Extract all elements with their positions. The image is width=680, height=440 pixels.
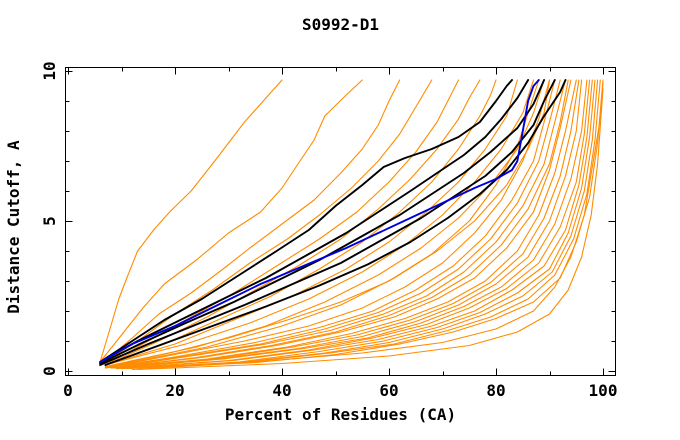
series-line-blue xyxy=(99,79,540,363)
series-line-orange xyxy=(104,79,497,366)
series-line-orange xyxy=(104,79,540,368)
series-line-orange xyxy=(99,79,401,366)
series-line-black xyxy=(99,79,513,363)
series-line-orange xyxy=(120,79,601,370)
series-line-black xyxy=(104,79,567,366)
series-line-orange xyxy=(110,79,567,369)
series-line-orange xyxy=(110,79,580,369)
series-line-orange xyxy=(137,88,604,371)
series-line-orange xyxy=(115,79,588,369)
series-line-orange xyxy=(110,79,577,369)
x-tick-label: 60 xyxy=(379,381,398,400)
series-line-orange xyxy=(110,79,551,368)
series-line-orange xyxy=(104,79,460,366)
x-tick-label: 100 xyxy=(589,381,618,400)
series-line-orange xyxy=(104,79,561,369)
x-tick-label: 80 xyxy=(486,381,505,400)
series-line-orange xyxy=(131,82,604,371)
chart-title: S0992-D1 xyxy=(301,15,380,34)
series-line-black xyxy=(99,79,556,366)
x-axis-label: Percent of Residues (CA) xyxy=(224,405,457,424)
series-line-orange xyxy=(115,79,583,369)
series-line-black xyxy=(99,79,546,365)
series-line-black xyxy=(99,79,530,363)
x-tick-label: 20 xyxy=(165,381,184,400)
series-line-orange xyxy=(110,79,569,369)
series-line-orange xyxy=(104,79,551,369)
y-tick-label: 0 xyxy=(40,366,59,376)
series-line-orange xyxy=(120,79,599,370)
series-line-orange xyxy=(115,79,593,370)
series-line-orange xyxy=(104,79,518,366)
y-tick-label: 10 xyxy=(40,61,59,80)
x-tick-label: 0 xyxy=(63,381,73,400)
series-line-orange xyxy=(115,79,591,370)
series-line-orange xyxy=(110,79,572,369)
x-tick-label: 40 xyxy=(272,381,291,400)
y-tick-label: 5 xyxy=(40,216,59,226)
series-line-orange xyxy=(99,79,363,363)
series-line-orange xyxy=(104,79,556,369)
series-line-orange xyxy=(120,79,596,370)
series-line-orange xyxy=(99,79,283,363)
